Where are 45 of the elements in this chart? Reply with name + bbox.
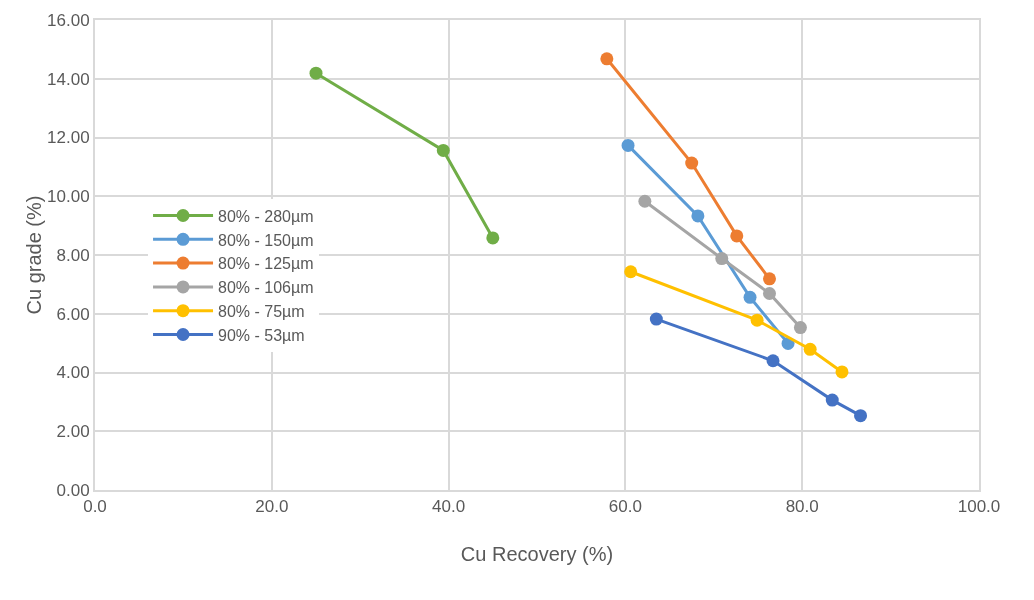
point [691,209,705,223]
x-tick-label: 0.0 [83,497,107,517]
legend-label: 80% - 280µm [218,207,314,225]
y-tick-label: 14.00 [47,69,90,89]
legend-label: 90% - 53µm [218,326,305,344]
point [750,313,764,327]
point [793,321,807,335]
legend-label: 80% - 106µm [218,279,314,297]
point [763,272,776,286]
x-tick-label: 100.0 [957,497,1001,517]
y-tick-label: 8.00 [56,245,90,265]
point [309,66,323,80]
point [600,52,614,66]
y-tick-label: 4.00 [56,363,90,383]
point [638,194,652,208]
y-axis-title: Cu grade (%) [23,195,46,315]
x-tick-label: 80.0 [785,497,819,517]
point [743,290,757,304]
point [649,312,663,326]
y-tick-label: 16.00 [47,10,90,30]
y-tick-label: 12.00 [47,128,90,148]
legend-label: 80% - 150µm [218,231,314,249]
point [685,156,699,170]
point [621,138,635,152]
point [835,365,849,379]
point [854,409,868,423]
x-tick-label: 20.0 [255,497,289,517]
point [715,252,729,266]
x-tick-label: 40.0 [432,497,466,517]
point [436,143,450,157]
y-tick-label: 10.00 [47,187,90,207]
point [763,286,776,300]
y-tick-label: 2.00 [56,422,90,442]
x-tick-label: 60.0 [608,497,642,517]
legend-label: 80% - 125µm [218,255,314,273]
legend-label: 80% - 75µm [218,302,305,320]
y-tick-label: 6.00 [56,304,90,324]
point [624,265,638,279]
point [803,342,817,356]
x-axis-title: Cu Recovery (%) [460,543,614,565]
point [486,231,500,245]
y-tick-label: 0.00 [56,480,90,500]
point [825,393,839,407]
point [766,354,780,368]
point [730,229,744,243]
